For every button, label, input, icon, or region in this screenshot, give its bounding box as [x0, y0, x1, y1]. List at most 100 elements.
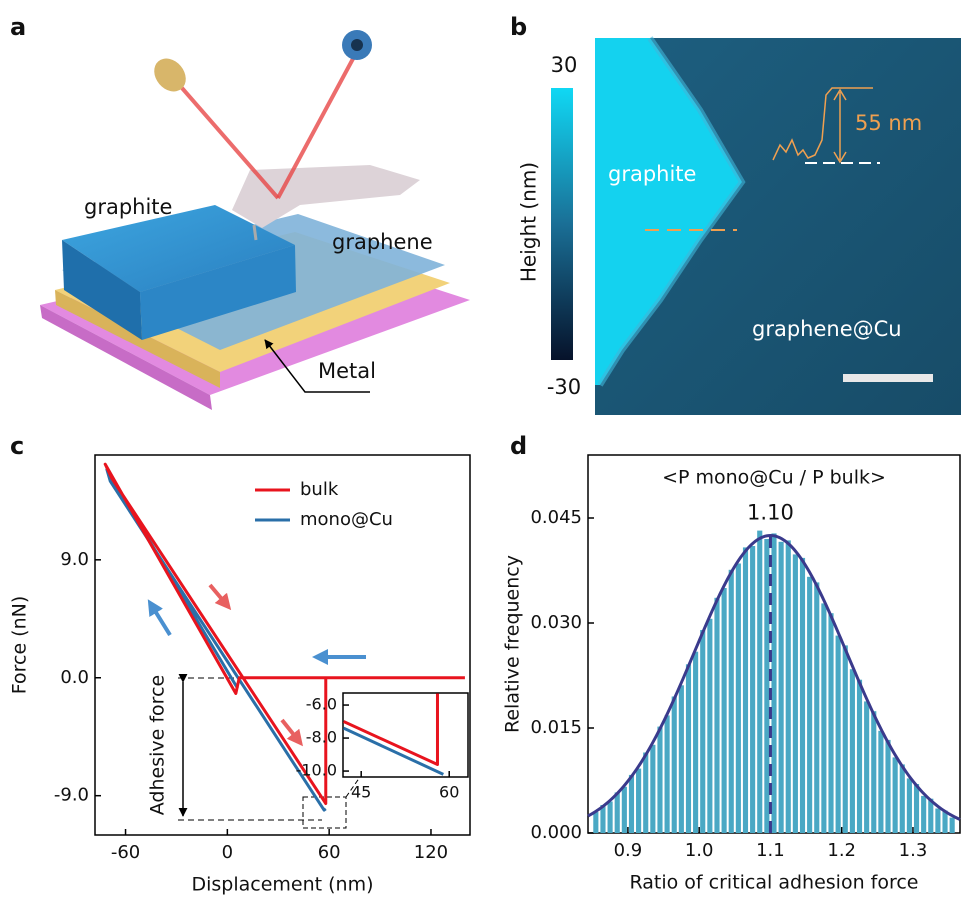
panel-label: a [10, 13, 26, 41]
cantilever [232, 165, 420, 228]
histogram-bar [679, 685, 684, 833]
histogram-bar [650, 745, 655, 833]
legend-label: bulk [300, 479, 339, 500]
y-axis-label: Force (nN) [9, 596, 31, 695]
histogram-bar [593, 812, 598, 833]
y-tick-label: 0.0 [60, 667, 89, 688]
y-tick-label: 9.0 [60, 549, 89, 570]
histogram-bar [615, 792, 620, 833]
y-tick-label: 0.015 [530, 717, 582, 738]
histogram-bar [729, 570, 734, 833]
x-tick-label: 1.2 [827, 840, 856, 861]
histogram-bar [736, 564, 741, 834]
x-tick-label: 120 [414, 842, 448, 863]
histogram-bar [857, 680, 862, 833]
histogram-bar [757, 531, 762, 833]
y-tick-label: 0.000 [530, 822, 582, 843]
histogram-bar [665, 715, 670, 833]
retract-arrow [210, 585, 226, 604]
histogram-bar [714, 598, 719, 833]
panel-label: d [510, 432, 527, 460]
step-height: 55 nm [855, 111, 922, 135]
colorbar [551, 88, 573, 360]
panel-label: c [10, 432, 24, 460]
histogram-bar [807, 577, 812, 833]
histogram-bar [622, 787, 627, 833]
mean-label: 1.10 [747, 501, 794, 525]
histogram-bar [779, 542, 784, 833]
annotation: Adhesive force [147, 675, 169, 815]
y-tick-label: 0.045 [530, 507, 582, 528]
x-tick-label: 60 [318, 842, 341, 863]
histogram-bar [914, 784, 919, 833]
laser-in [175, 80, 278, 198]
histogram-bar [643, 753, 648, 834]
histogram-bar [843, 645, 848, 833]
histogram-bar [800, 558, 805, 833]
histogram-bar [893, 757, 898, 833]
histogram-bar [750, 546, 755, 833]
x-tick-label: 45 [351, 783, 371, 802]
substrate-label: graphene@Cu [752, 317, 902, 341]
histogram-bar [707, 619, 712, 833]
histogram-bar [722, 588, 727, 833]
chart-title: <P mono@Cu / P bulk> [662, 467, 886, 489]
y-tick-label: -8.0 [306, 728, 337, 747]
histogram-bar [885, 740, 890, 833]
graphite-label: graphite [84, 195, 172, 219]
legend-label: mono@Cu [300, 509, 393, 530]
y-tick-label: -9.0 [54, 785, 89, 806]
histogram-bar [793, 554, 798, 833]
x-tick-label: 1.1 [756, 840, 785, 861]
histogram-bar [693, 652, 698, 833]
histogram-bar [950, 818, 955, 833]
histogram-bar [629, 775, 634, 833]
histogram-bar [878, 731, 883, 833]
graphene-label: graphene [332, 230, 433, 254]
histogram-bar [871, 711, 876, 833]
histogram-bar [786, 540, 791, 833]
panel-label: b [510, 13, 527, 41]
x-tick-label: 1.3 [899, 840, 928, 861]
y-tick-label: -6.0 [306, 695, 337, 714]
metal-label: Metal [318, 359, 376, 383]
histogram-bar [907, 778, 912, 833]
tip [254, 225, 256, 240]
x-axis-label: Displacement (nm) [191, 874, 373, 896]
histogram-bar [672, 697, 677, 834]
histogram-bar [636, 769, 641, 833]
figure: a graphite graphene Metal b 30 -30 Heigh… [0, 0, 961, 897]
histogram-bar [828, 613, 833, 833]
panel-a: a graphite graphene Metal [10, 13, 470, 410]
histogram-bar [821, 603, 826, 833]
histogram-bar [764, 539, 769, 833]
histogram-bar [900, 764, 905, 833]
histogram-bar [686, 664, 691, 833]
histogram-bar [850, 669, 855, 833]
colorbar-max: 30 [551, 53, 578, 77]
histogram-bar [743, 547, 748, 833]
histogram-bar [814, 582, 819, 833]
histogram-bar [771, 533, 776, 833]
histogram-bar [836, 636, 841, 833]
histogram-bar [700, 630, 705, 833]
panel-b: b 30 -30 Height (nm) graphite graphene@C… [510, 13, 961, 415]
histogram-bar [608, 802, 613, 834]
histogram-bar [935, 809, 940, 834]
x-tick-label: 0.9 [614, 840, 643, 861]
x-tick-label: 60 [439, 783, 459, 802]
histogram-bar [921, 796, 926, 833]
x-tick-label: 0 [222, 842, 233, 863]
x-axis-label: Ratio of critical adhesion force [629, 872, 918, 894]
y-tick-label: 0.030 [530, 612, 582, 633]
detector-center [351, 39, 363, 51]
y-axis-label: Relative frequency [502, 555, 524, 733]
panel-c: c Adhesive force -60 0 60 120 -9.0 0.0 9.0 Disp… [9, 432, 471, 896]
histogram-bar [657, 727, 662, 833]
histogram-bar [864, 701, 869, 833]
colorbar-min: -30 [547, 375, 581, 399]
colorbar-label: Height (nm) [517, 162, 541, 282]
retract-arrow [282, 720, 298, 740]
x-tick-label: -60 [111, 842, 140, 863]
